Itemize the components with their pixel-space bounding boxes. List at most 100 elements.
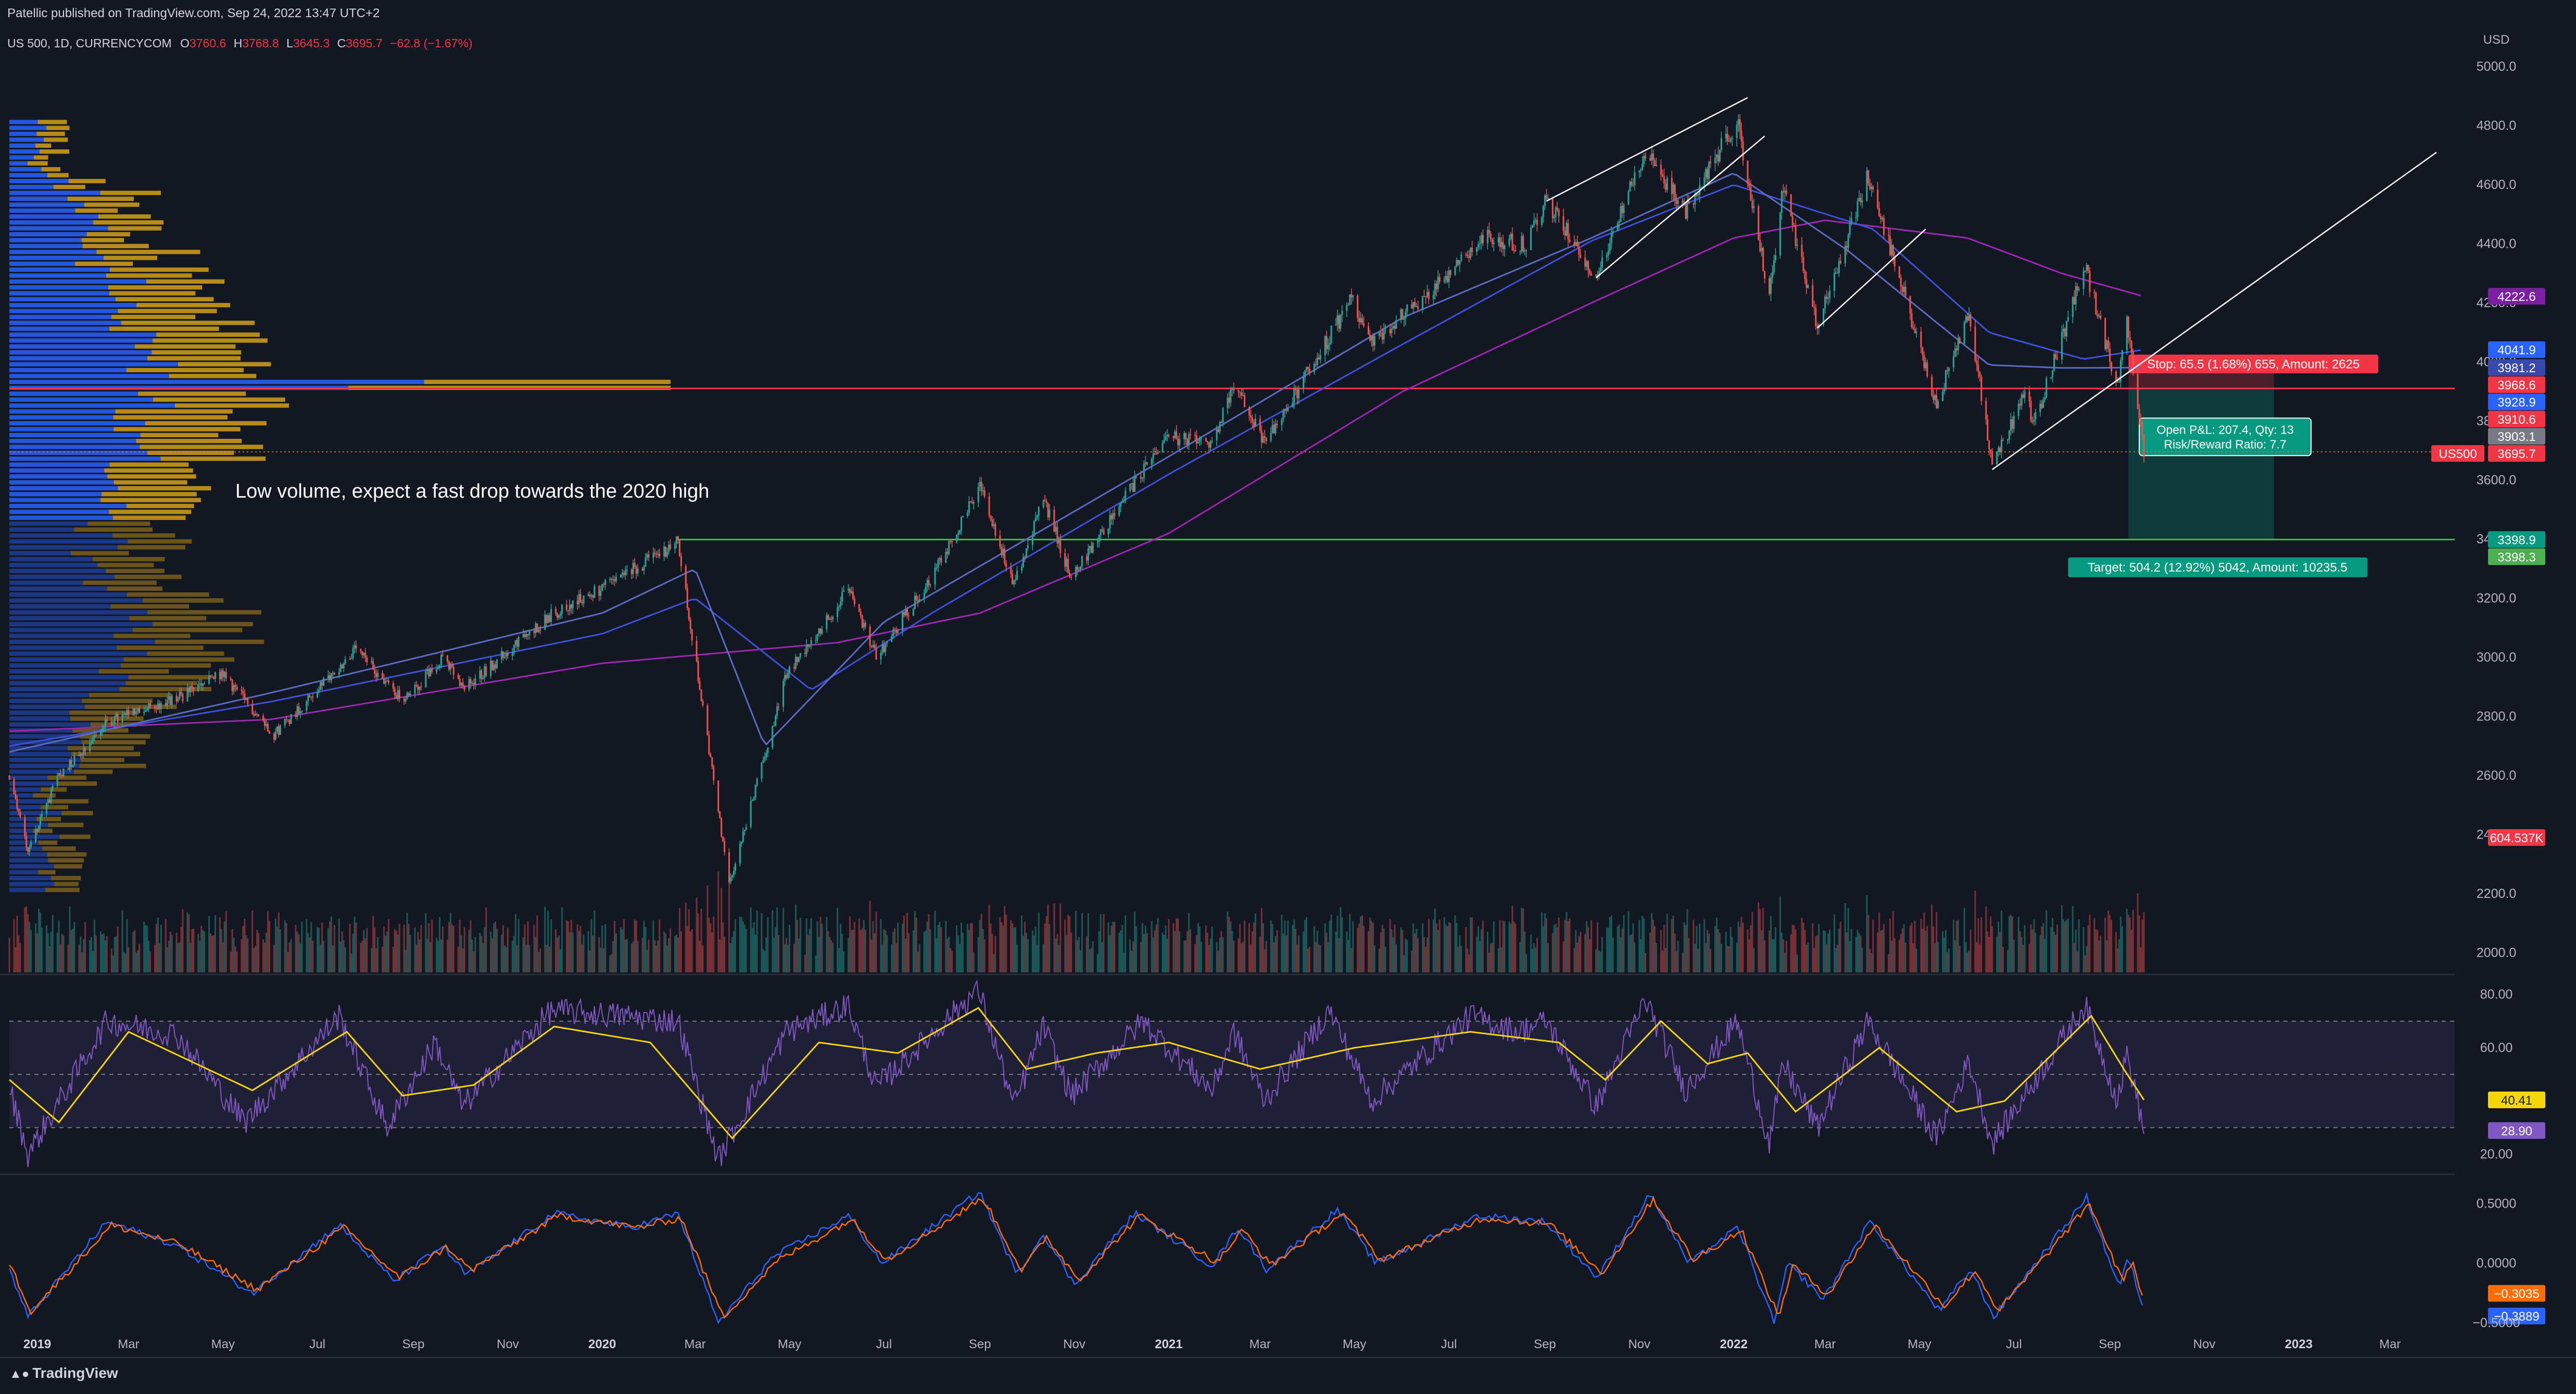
volume-bar (1085, 936, 1088, 972)
candle-body (643, 566, 645, 571)
volume-profile-bar-up (9, 427, 114, 432)
volume-bar (1087, 913, 1089, 972)
candle-body (1380, 332, 1382, 334)
volume-bar (796, 920, 798, 972)
volume-profile-bar-down (125, 681, 197, 686)
candle-body (59, 773, 61, 775)
volume-bar (375, 948, 377, 972)
candle-body (1422, 296, 1424, 310)
volume-bar (666, 945, 668, 972)
volume-bar (266, 933, 268, 972)
volume-bar (648, 939, 650, 972)
volume-bar (1887, 954, 1889, 972)
volume-profile-bar-down (57, 781, 97, 786)
candle-body (869, 626, 871, 646)
candle-body (1580, 255, 1582, 258)
candle-body (1206, 441, 1208, 442)
candle-body (266, 724, 268, 726)
candle-body (1740, 131, 1742, 142)
candle-body (567, 610, 569, 611)
volume-bar (1027, 939, 1029, 972)
volume-bar (688, 909, 690, 972)
candle-body (1144, 462, 1146, 464)
volume-bar (428, 923, 430, 972)
volume-bar (926, 921, 928, 972)
volume-profile-bar-up (9, 545, 118, 550)
volume-bar (35, 923, 37, 972)
volume-bar (728, 872, 730, 972)
candle-body (980, 481, 982, 491)
candle-body (1965, 316, 1967, 322)
target-zone[interactable] (2128, 388, 2274, 540)
candle-body (708, 735, 710, 754)
candle-body (939, 558, 941, 560)
volume-profile-bar-up (9, 598, 143, 603)
channel-line[interactable] (1595, 135, 1765, 278)
volume-bar (1211, 926, 1213, 972)
volume-bar (126, 919, 128, 972)
trend-channels[interactable] (1546, 97, 2437, 471)
candle-body (1349, 294, 1351, 305)
candle-body (2010, 419, 2012, 431)
volume-bar (589, 950, 591, 972)
candle-body (558, 615, 560, 618)
position-box[interactable]: Stop: 65.5 (1.68%) 655, Amount: 2625Open… (2068, 354, 2379, 577)
time-tick-label: Sep (2099, 1337, 2121, 1351)
candle-body (761, 762, 763, 779)
candle-body (2064, 328, 2066, 337)
volume-bar (110, 948, 112, 972)
volume-profile-bar-down (45, 888, 80, 892)
candle-body (680, 555, 682, 566)
candle-body (1824, 296, 1826, 309)
candle-body (1742, 141, 1744, 161)
candle-body (214, 671, 216, 679)
channel-line[interactable] (1546, 97, 1748, 202)
candle-body (937, 560, 939, 568)
price-axis-label-bg (2488, 445, 2545, 462)
volume-bar (680, 931, 682, 972)
volume-profile-bar-down (96, 249, 200, 255)
candle-body (1519, 251, 1521, 252)
candle-body (2044, 397, 2046, 400)
candle-body (641, 568, 643, 571)
volume-bar (1544, 913, 1546, 972)
volume-profile-bar-down (85, 704, 177, 709)
volume-bar (2017, 917, 2019, 972)
volume-profile-bar-up (9, 539, 128, 544)
volume-bar (1154, 930, 1156, 972)
candle-body (1036, 515, 1038, 518)
candle-body (1309, 369, 1310, 372)
volume-bar (948, 936, 950, 972)
candle-body (912, 609, 914, 616)
candle-body (861, 615, 863, 628)
volume-profile-bar-up (9, 769, 74, 774)
volume-bar (1144, 926, 1146, 972)
candle-body (1815, 308, 1817, 326)
volume-bar (295, 924, 297, 972)
candle-body (1728, 141, 1730, 142)
channel-line[interactable] (1991, 151, 2437, 471)
volume-bar (516, 945, 518, 972)
candle-body (113, 717, 116, 725)
volume-bar (420, 925, 422, 972)
time-tick-label: Nov (1628, 1337, 1650, 1351)
volume-bar (1937, 942, 1939, 972)
candle-body (155, 708, 157, 709)
volume-profile-bar-up (9, 439, 136, 443)
candle-body (1627, 191, 1630, 205)
stop-zone[interactable] (2128, 371, 2274, 389)
osc-line-blue (8, 1192, 2143, 1324)
candle-body (789, 667, 790, 673)
volume-bar (37, 908, 40, 972)
time-tick-label: 2019 (23, 1337, 51, 1351)
low-value: 3645.3 (293, 36, 330, 50)
candle-body (740, 842, 742, 844)
candle-body (983, 490, 986, 497)
volume-bar (915, 917, 917, 972)
channel-line[interactable] (1816, 229, 1926, 329)
volume-bar (999, 917, 1001, 972)
volume-bar (1471, 917, 1473, 972)
candle-body (1764, 271, 1766, 278)
candle-body (1423, 296, 1425, 297)
